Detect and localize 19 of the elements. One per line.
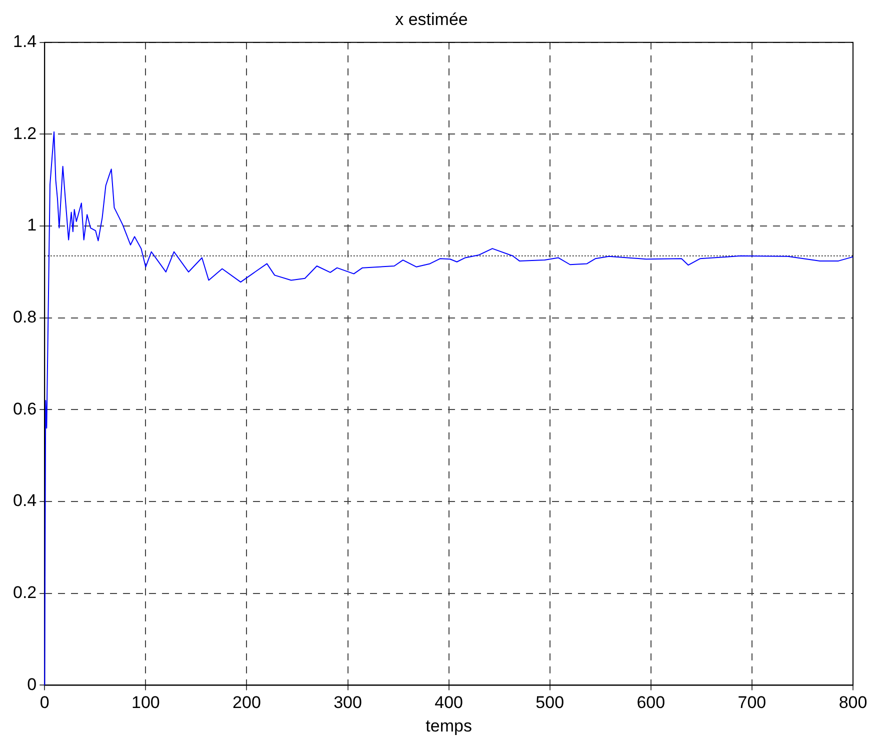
x-tick-label: 600 xyxy=(636,693,666,712)
y-tick-label: 1 xyxy=(27,216,37,235)
y-tick-label: 0 xyxy=(27,674,37,694)
y-tick-label: 1.2 xyxy=(12,124,37,143)
y-tick-label: 0.8 xyxy=(12,308,37,327)
x-tick-label: 700 xyxy=(738,693,766,712)
x-tick-label: 200 xyxy=(232,693,261,712)
x-tick-label: 100 xyxy=(131,693,160,712)
y-tick-label: 1.4 xyxy=(12,32,37,52)
chart-title: x estimée xyxy=(395,10,468,29)
y-tick-label: 0.2 xyxy=(12,583,37,602)
x-tick-label: 800 xyxy=(838,693,868,712)
x-tick-label: 500 xyxy=(536,693,564,712)
x-axis-title: temps xyxy=(426,716,472,736)
y-tick-label: 0.4 xyxy=(12,491,37,510)
y-tick-label: 0.6 xyxy=(12,399,37,418)
x-tick-label: 400 xyxy=(434,693,464,712)
x-tick-label: 300 xyxy=(334,693,362,712)
x-tick-label: 0 xyxy=(40,693,50,712)
